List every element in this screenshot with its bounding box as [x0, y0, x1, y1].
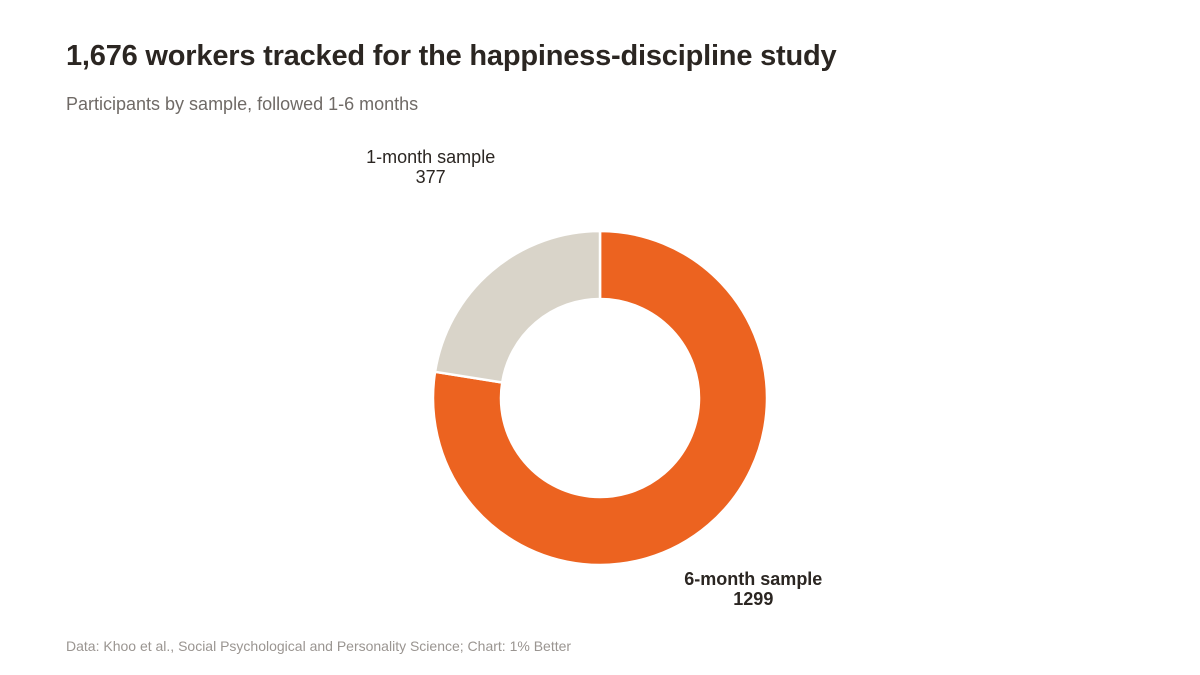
slice-value-6-month-sample: 1299: [733, 589, 773, 609]
chart-title: 1,676 workers tracked for the happiness-…: [66, 40, 837, 72]
slices-layer: [431, 229, 769, 567]
slice-6-month-sample: [431, 229, 769, 567]
slice-label-1-month-sample: 1-month sample: [366, 147, 495, 167]
source-note: Data: Khoo et al., Social Psychological …: [66, 638, 572, 654]
slice-value-1-month-sample: 377: [416, 167, 446, 187]
slice-1-month-sample: [433, 229, 602, 384]
chart-subtitle: Participants by sample, followed 1-6 mon…: [66, 94, 419, 114]
slice-label-6-month-sample: 6-month sample: [684, 569, 822, 589]
